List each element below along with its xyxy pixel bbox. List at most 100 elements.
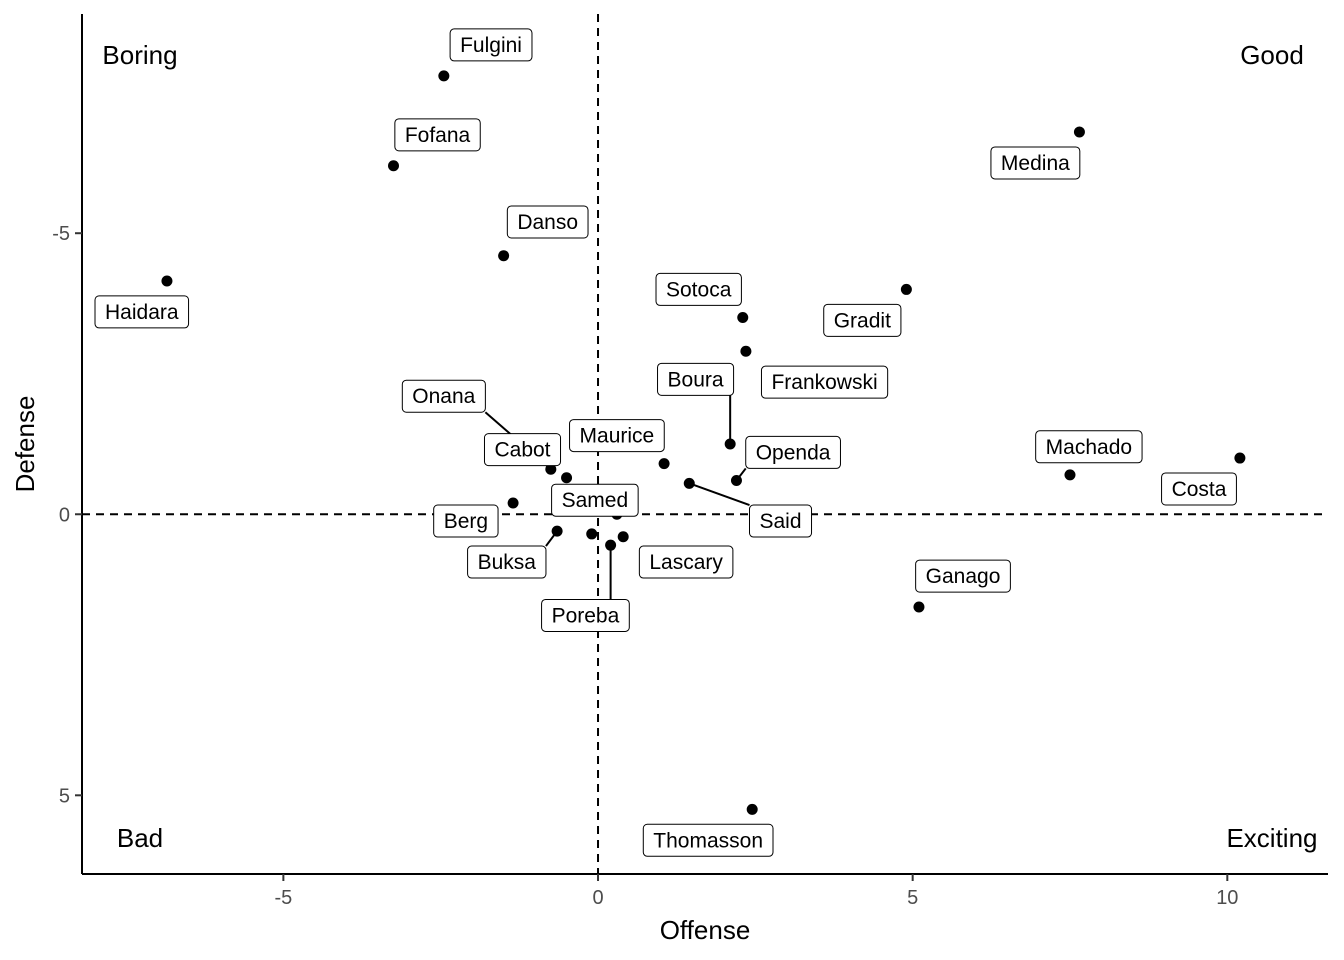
y-tick-label: 5 bbox=[59, 785, 70, 807]
label-medina: Medina bbox=[990, 146, 1081, 180]
y-tick-label: -5 bbox=[52, 223, 70, 245]
label-box bbox=[94, 295, 190, 329]
label-box bbox=[551, 483, 639, 517]
quadrant-label-exciting: Exciting bbox=[1226, 823, 1317, 853]
label-box bbox=[823, 303, 902, 337]
label-maurice: Maurice bbox=[569, 419, 665, 453]
label-boura: Boura bbox=[657, 362, 735, 396]
label-text: Costa bbox=[1172, 478, 1227, 501]
label-gradit: Gradit bbox=[823, 303, 902, 337]
label-text: Openda bbox=[756, 441, 831, 464]
y-tick-label: 0 bbox=[59, 504, 70, 526]
label-text: Ganago bbox=[926, 565, 1001, 588]
point-fofana bbox=[388, 160, 399, 172]
x-tick-label: 10 bbox=[1216, 887, 1238, 909]
point-medina bbox=[1073, 126, 1085, 138]
label-text: Fulgini bbox=[460, 34, 522, 57]
x-tick-label: 0 bbox=[592, 887, 603, 909]
quadrant-label-bad: Bad bbox=[117, 823, 163, 853]
axes: -5 0 5 10 -5 0 5 bbox=[52, 14, 1328, 909]
point-haidara bbox=[161, 275, 173, 287]
point-danso bbox=[498, 250, 510, 262]
point-machado bbox=[1064, 469, 1076, 481]
label-thomasson: Thomasson bbox=[642, 823, 774, 857]
point-maurice bbox=[658, 458, 670, 470]
point-costa bbox=[1234, 452, 1246, 464]
label-text: Maurice bbox=[580, 425, 655, 448]
point-ganago bbox=[913, 601, 925, 613]
label-box bbox=[467, 545, 547, 579]
point-boura bbox=[724, 438, 736, 450]
point-openda bbox=[730, 475, 742, 487]
label-text: Danso bbox=[517, 211, 578, 234]
point-fulgini bbox=[438, 70, 450, 82]
label-haidara: Haidara bbox=[94, 295, 190, 329]
x-tick-label: -5 bbox=[274, 887, 292, 909]
x-axis-title: Offense bbox=[660, 915, 751, 945]
label-box bbox=[990, 146, 1081, 180]
label-box bbox=[657, 362, 735, 396]
label-box bbox=[760, 365, 889, 399]
quadrant-label-good: Good bbox=[1240, 40, 1304, 70]
label-text: Said bbox=[759, 510, 801, 533]
quadrant-labels: Boring Good Bad Exciting bbox=[102, 40, 1317, 853]
label-text: Gradit bbox=[834, 309, 891, 332]
label-box bbox=[748, 504, 813, 538]
label-lascary: Lascary bbox=[638, 545, 734, 579]
label-box bbox=[915, 559, 1011, 593]
label-costa: Costa bbox=[1161, 472, 1237, 506]
label-text: Medina bbox=[1001, 152, 1070, 175]
reference-lines bbox=[82, 14, 1328, 874]
point-onana bbox=[545, 463, 557, 475]
label-box bbox=[541, 598, 630, 632]
label-box bbox=[394, 118, 481, 152]
label-text: Cabot bbox=[494, 439, 550, 462]
label-box bbox=[449, 28, 533, 62]
point-gradit bbox=[900, 283, 912, 295]
label-ganago: Ganago bbox=[915, 559, 1011, 593]
label-berg: Berg bbox=[433, 504, 499, 538]
x-tick-label: 5 bbox=[907, 887, 918, 909]
label-text: Boura bbox=[668, 368, 724, 391]
label-text: Poreba bbox=[552, 604, 620, 627]
label-poreba: Poreba bbox=[541, 598, 630, 632]
label-buksa: Buksa bbox=[467, 545, 547, 579]
label-text: Fofana bbox=[405, 124, 471, 147]
label-box bbox=[569, 419, 665, 453]
label-sotoca: Sotoca bbox=[655, 272, 742, 306]
label-fofana: Fofana bbox=[394, 118, 481, 152]
label-machado: Machado bbox=[1035, 430, 1143, 464]
label-box bbox=[655, 272, 742, 306]
label-samed: Samed bbox=[551, 483, 639, 517]
quadrant-label-boring: Boring bbox=[102, 40, 177, 70]
label-box bbox=[638, 545, 734, 579]
label-text: Berg bbox=[444, 510, 488, 533]
label-fulgini: Fulgini bbox=[449, 28, 533, 62]
label-said: Said bbox=[748, 504, 813, 538]
label-onana: Onana bbox=[401, 379, 486, 413]
label-frankowski: Frankowski bbox=[760, 365, 889, 399]
point-frankowski bbox=[740, 345, 752, 357]
point-berg bbox=[507, 497, 519, 509]
label-box bbox=[483, 433, 562, 467]
label-text: Buksa bbox=[478, 551, 537, 574]
label-box bbox=[433, 504, 499, 538]
label-cabot: Cabot bbox=[483, 433, 562, 467]
label-text: Machado bbox=[1046, 436, 1132, 459]
point-poreba bbox=[605, 539, 617, 551]
label-danso: Danso bbox=[506, 205, 589, 239]
label-box bbox=[1035, 430, 1143, 464]
label-text: Sotoca bbox=[666, 278, 732, 301]
label-openda: Openda bbox=[745, 435, 841, 469]
label-text: Thomasson bbox=[653, 829, 763, 852]
label-box bbox=[401, 379, 486, 413]
point-buksa bbox=[551, 525, 563, 537]
point-thomasson bbox=[746, 803, 758, 815]
point-cabot bbox=[561, 472, 573, 484]
label-box bbox=[1161, 472, 1237, 506]
label-text: Frankowski bbox=[771, 371, 877, 394]
point-labels: Fulgini Fofana Danso Haidara Medina Sotoca Gra… bbox=[94, 28, 1237, 857]
label-text: Lascary bbox=[649, 551, 723, 574]
label-text: Haidara bbox=[105, 301, 179, 324]
